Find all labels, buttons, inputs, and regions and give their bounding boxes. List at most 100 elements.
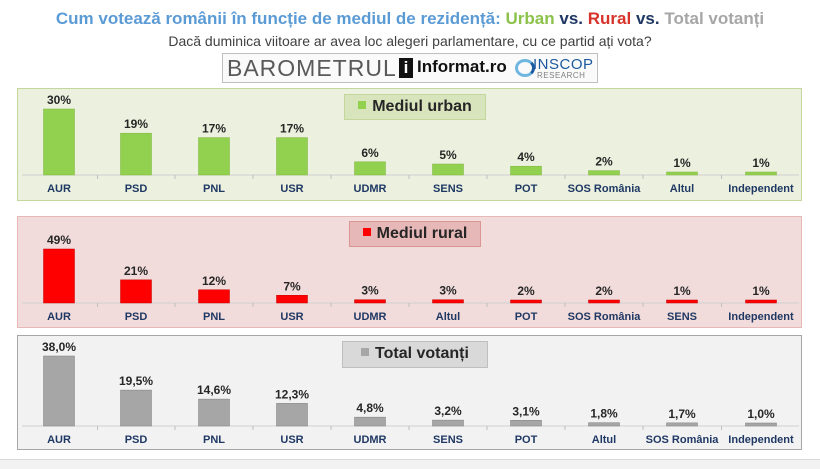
bar-total-5 — [432, 419, 464, 427]
bar-urban-4 — [354, 161, 386, 176]
bar-rural-8 — [666, 299, 698, 304]
category-label-rural-0: AUR — [47, 311, 71, 323]
legend-total: Total votanți — [342, 341, 488, 368]
category-label-rural-5: Altul — [436, 311, 460, 323]
bottom-divider — [0, 459, 820, 469]
value-label-rural-9: 1% — [752, 284, 770, 298]
category-label-rural-6: POT — [515, 311, 538, 323]
category-label-urban-9: Independent — [728, 183, 794, 195]
legend-rural-swatch-icon — [362, 227, 371, 236]
category-label-total-2: PNL — [203, 434, 225, 446]
inscop-logo-sub: RESEARCH — [537, 71, 586, 80]
chart-title: Cum votează românii în funcție de mediul… — [0, 9, 820, 29]
category-label-rural-7: SOS România — [568, 311, 642, 323]
value-label-urban-9: 1% — [752, 156, 770, 170]
inscop-swirl-icon — [515, 59, 535, 77]
value-label-urban-4: 6% — [361, 146, 379, 160]
legend-total-swatch-icon — [361, 347, 370, 356]
panel-rural: 49% AUR 21% PSD 12% PNL 7% USR 3% UDMR 3% Altul 2% PO… — [17, 216, 802, 328]
value-label-rural-8: 1% — [673, 284, 691, 298]
category-label-urban-6: POT — [515, 183, 538, 195]
legend-urban-label: Mediul urban — [372, 98, 472, 115]
inscop-logo-name: INSCOP — [533, 56, 594, 73]
bar-total-8 — [666, 422, 698, 427]
value-label-total-9: 1,0% — [747, 407, 775, 421]
value-label-total-6: 3,1% — [512, 404, 540, 418]
category-label-urban-5: SENS — [433, 183, 463, 195]
category-label-rural-1: PSD — [125, 311, 148, 323]
bar-rural-4 — [354, 299, 386, 304]
category-label-total-9: Independent — [728, 434, 794, 446]
bar-urban-0 — [43, 108, 75, 176]
informat-logo-icon: i — [399, 58, 413, 78]
bar-total-4 — [354, 416, 386, 427]
value-label-total-8: 1,7% — [668, 407, 696, 421]
bar-total-6 — [510, 420, 542, 427]
bar-urban-8 — [666, 171, 698, 176]
bar-rural-6 — [510, 299, 542, 304]
value-label-urban-3: 17% — [280, 122, 304, 136]
category-label-urban-0: AUR — [47, 183, 71, 195]
category-label-rural-4: UDMR — [354, 311, 387, 323]
category-label-total-5: SENS — [433, 434, 463, 446]
category-label-urban-3: USR — [280, 183, 303, 195]
panel-total: 38,0% AUR 19,5% PSD 14,6% PNL 12,3% USR 4,8% UDMR… — [17, 335, 802, 450]
chart-urban: 30% AUR 19% PSD 17% PNL 17% USR 6% UDMR 5% SENS 4% PO… — [22, 93, 799, 195]
bar-total-2 — [198, 398, 230, 427]
bar-urban-3 — [276, 137, 308, 176]
chart-rural: 49% AUR 21% PSD 12% PNL 7% USR 3% UDMR 3% Altul 2% PO… — [22, 233, 799, 323]
bar-total-3 — [276, 403, 308, 427]
legend-urban-swatch-icon — [358, 100, 367, 109]
value-label-urban-6: 4% — [517, 150, 535, 164]
bar-total-0 — [43, 355, 75, 427]
panel-urban: 30% AUR 19% PSD 17% PNL 17% USR 6% UDMR 5% SENS 4% PO… — [17, 88, 802, 201]
inscop-logo: INSCOP RESEARCH — [515, 56, 595, 82]
bar-rural-5 — [432, 299, 464, 304]
value-label-urban-2: 17% — [202, 122, 226, 136]
category-label-total-1: PSD — [125, 434, 148, 446]
value-label-total-5: 3,2% — [434, 404, 462, 418]
category-label-rural-2: PNL — [203, 311, 225, 323]
legend-total-label: Total votanți — [375, 345, 469, 362]
category-label-rural-9: Independent — [728, 311, 794, 323]
bar-rural-2 — [198, 289, 230, 304]
category-label-rural-3: USR — [280, 311, 303, 323]
category-label-total-4: UDMR — [354, 434, 387, 446]
chart-subtitle: Dacă duminica viitoare ar avea loc alege… — [168, 33, 652, 49]
value-label-urban-8: 1% — [673, 156, 691, 170]
bar-rural-0 — [43, 248, 75, 304]
category-label-total-7: Altul — [592, 434, 616, 446]
bar-total-7 — [588, 422, 620, 427]
category-label-total-0: AUR — [47, 434, 71, 446]
bar-urban-5 — [432, 163, 464, 176]
chart-total: 38,0% AUR 19,5% PSD 14,6% PNL 12,3% USR 4,8% UDMR… — [22, 340, 799, 446]
value-label-total-3: 12,3% — [275, 387, 309, 401]
bar-urban-1 — [120, 132, 152, 176]
title-vs-1: vs. — [559, 9, 584, 28]
value-label-total-1: 19,5% — [119, 374, 153, 388]
category-label-urban-1: PSD — [125, 183, 148, 195]
category-label-urban-4: UDMR — [354, 183, 387, 195]
bar-urban-7 — [588, 170, 620, 176]
bar-urban-2 — [198, 137, 230, 176]
logo-bar: BAROMETRUL i Informat.ro INSCOP RESEARCH — [222, 53, 598, 83]
category-label-urban-8: Altul — [670, 183, 694, 195]
bar-total-9 — [745, 422, 777, 427]
bar-rural-9 — [745, 299, 777, 304]
legend-rural-label: Mediul rural — [376, 225, 468, 242]
category-label-total-6: POT — [515, 434, 538, 446]
title-prefix: Cum votează românii în funcție de mediul… — [55, 9, 501, 28]
title-urban: Urban — [505, 9, 555, 28]
category-label-urban-2: PNL — [203, 183, 225, 195]
title-rural: Rural — [587, 9, 632, 28]
bar-rural-7 — [588, 299, 620, 304]
value-label-urban-7: 2% — [595, 155, 613, 169]
informat-logo-text: Informat.ro — [417, 57, 507, 76]
bar-rural-3 — [276, 295, 308, 304]
bar-urban-6 — [510, 165, 542, 176]
value-label-rural-0: 49% — [47, 233, 71, 247]
category-label-rural-8: SENS — [667, 311, 697, 323]
category-label-urban-7: SOS România — [568, 183, 642, 195]
value-label-rural-3: 7% — [283, 279, 301, 293]
title-total: Total votanți — [664, 9, 765, 28]
